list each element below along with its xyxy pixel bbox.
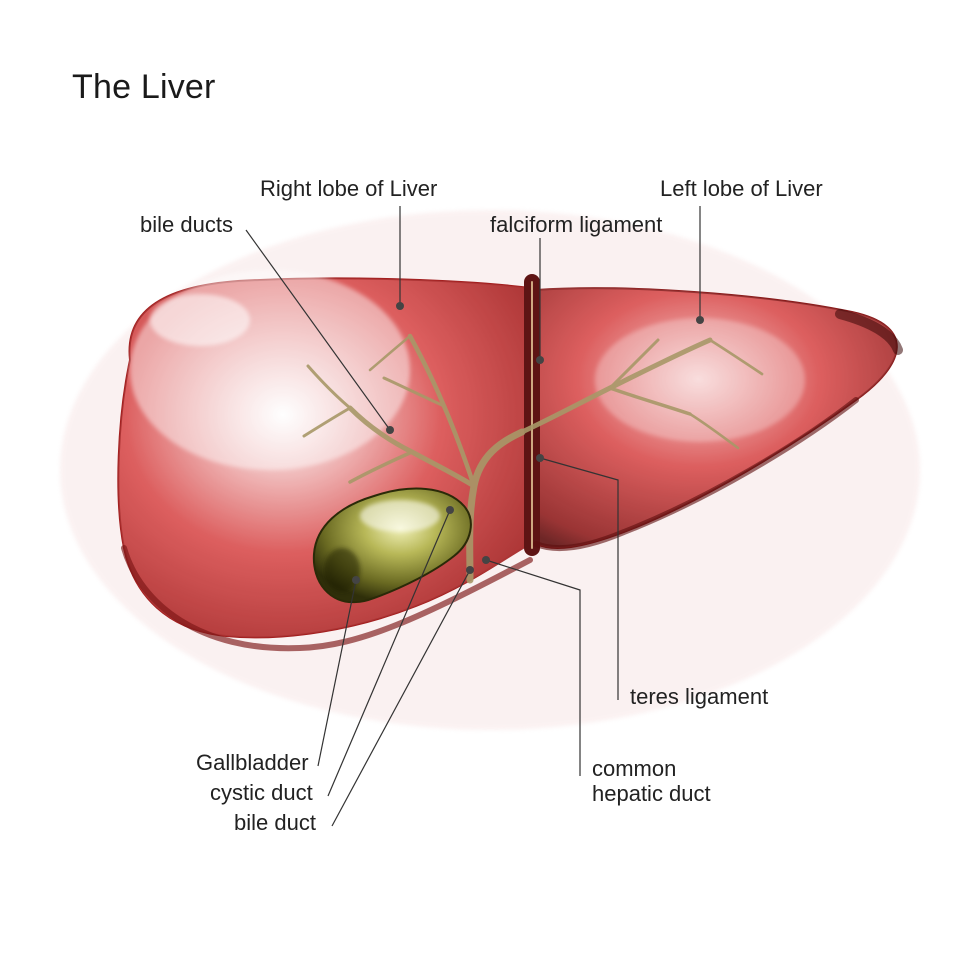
label-common-hepatic: common hepatic duct — [592, 756, 711, 807]
label-falciform: falciform ligament — [490, 212, 662, 237]
label-gallbladder: Gallbladder — [196, 750, 309, 775]
label-cystic-duct: cystic duct — [210, 780, 313, 805]
label-bile-duct: bile duct — [234, 810, 316, 835]
leader-lines — [0, 0, 980, 980]
label-right-lobe: Right lobe of Liver — [260, 176, 437, 201]
anatomy-diagram: The Liver — [0, 0, 980, 980]
label-left-lobe: Left lobe of Liver — [660, 176, 823, 201]
label-teres: teres ligament — [630, 684, 768, 709]
label-bile-ducts: bile ducts — [140, 212, 233, 237]
